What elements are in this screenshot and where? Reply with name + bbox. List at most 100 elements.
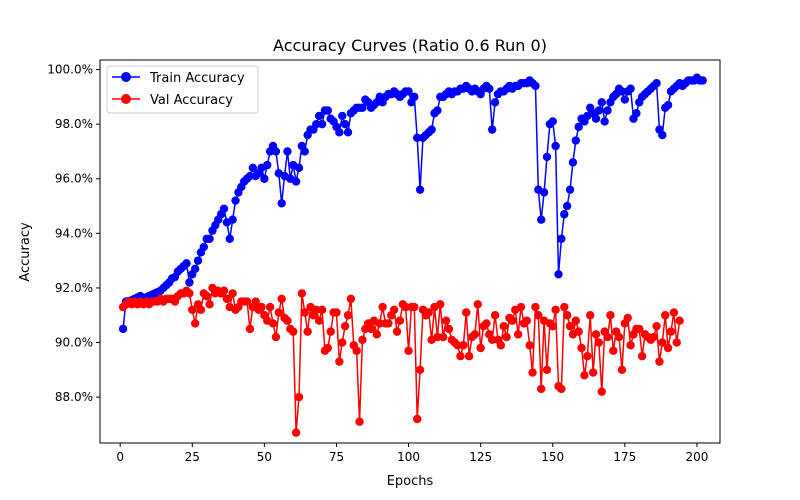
- val-accuracy-point: [358, 335, 367, 345]
- val-accuracy-point: [658, 338, 667, 347]
- legend-train-marker: [121, 72, 131, 82]
- plot-area: [118, 73, 707, 437]
- val-accuracy-point: [473, 300, 482, 309]
- val-accuracy-point: [528, 368, 537, 377]
- train-accuracy-point: [219, 204, 229, 213]
- val-accuracy-point: [548, 321, 557, 331]
- val-accuracy-point: [560, 302, 569, 312]
- val-accuracy-point: [395, 316, 405, 325]
- val-accuracy-point: [482, 319, 491, 328]
- train-accuracy-point: [485, 84, 494, 93]
- train-accuracy-point: [199, 242, 209, 252]
- legend: Train Accuracy Val Accuracy: [106, 65, 259, 114]
- train-accuracy-point: [663, 100, 673, 110]
- train-accuracy-point: [594, 106, 604, 115]
- val-accuracy-point: [271, 332, 281, 342]
- train-accuracy-point: [565, 185, 575, 194]
- x-tick-label: 50: [257, 450, 272, 464]
- x-tick-label: 150: [541, 450, 564, 464]
- val-accuracy-point: [389, 305, 399, 314]
- val-accuracy-point: [312, 305, 321, 314]
- val-accuracy-point: [294, 392, 304, 402]
- val-accuracy-point: [283, 316, 292, 325]
- y-axis-label: Accuracy: [18, 222, 33, 282]
- train-accuracy-point: [554, 270, 563, 279]
- val-accuracy-point: [626, 341, 635, 350]
- val-accuracy-point: [410, 302, 419, 312]
- val-accuracy-point: [666, 327, 676, 336]
- val-accuracy-point: [190, 319, 200, 328]
- val-accuracy-point: [323, 343, 333, 353]
- val-accuracy-point: [534, 311, 543, 320]
- train-accuracy-point: [591, 114, 601, 123]
- val-accuracy-point: [663, 343, 673, 353]
- val-accuracy-point: [378, 302, 387, 312]
- val-accuracy-point: [496, 341, 506, 350]
- val-accuracy-point: [326, 327, 335, 336]
- train-accuracy-point: [652, 79, 661, 88]
- x-tick-label: 100: [397, 450, 420, 464]
- val-accuracy-point: [661, 311, 670, 320]
- val-accuracy-point: [580, 371, 589, 380]
- val-accuracy-point: [508, 316, 517, 325]
- val-accuracy-point: [392, 327, 402, 336]
- train-accuracy-point: [410, 92, 419, 102]
- train-accuracy-point: [698, 76, 707, 85]
- val-accuracy-point: [603, 332, 612, 342]
- train-accuracy-point: [542, 152, 552, 162]
- train-accuracy-point: [574, 122, 583, 132]
- val-accuracy-point: [251, 297, 260, 306]
- legend-box: [106, 65, 259, 114]
- train-accuracy-point: [562, 201, 572, 211]
- train-accuracy-point: [291, 177, 301, 186]
- plot-frame: [99, 59, 721, 444]
- train-accuracy-point: [597, 98, 606, 107]
- y-tick-label: 92.0%: [55, 281, 93, 295]
- val-accuracy-point: [404, 346, 413, 355]
- val-accuracy-point: [490, 311, 500, 320]
- x-tick-label: 175: [613, 450, 636, 464]
- y-tick-label: 94.0%: [55, 226, 93, 240]
- val-accuracy-point: [317, 305, 327, 314]
- val-accuracy-point: [462, 308, 471, 317]
- train-accuracy-point: [185, 278, 194, 287]
- train-accuracy-point: [343, 128, 353, 137]
- val-accuracy-point: [185, 289, 194, 298]
- val-accuracy-point: [459, 341, 468, 350]
- train-accuracy-point: [632, 109, 641, 118]
- train-accuracy-point: [335, 128, 344, 137]
- train-accuracy-point: [415, 185, 425, 194]
- val-accuracy-point: [531, 302, 540, 312]
- val-accuracy-point: [335, 357, 344, 366]
- train-accuracy-point: [626, 84, 635, 93]
- val-accuracy-point: [565, 321, 575, 331]
- y-tick-label: 96.0%: [55, 172, 93, 186]
- val-accuracy-point: [525, 341, 534, 350]
- x-tick-label: 0: [116, 450, 124, 464]
- x-tick-label: 200: [685, 450, 708, 464]
- val-accuracy-point: [669, 308, 679, 317]
- val-accuracy-point: [637, 351, 647, 361]
- train-accuracy-point: [551, 141, 560, 151]
- train-accuracy-point: [490, 98, 500, 107]
- train-accuracy-point: [531, 81, 540, 91]
- train-accuracy-point: [539, 188, 549, 197]
- val-accuracy-point: [300, 308, 309, 317]
- val-accuracy-point: [516, 302, 526, 312]
- train-accuracy-point: [228, 215, 237, 224]
- y-tick-label: 100.0%: [47, 63, 93, 77]
- val-accuracy-point: [257, 302, 266, 312]
- train-accuracy-point: [603, 106, 612, 115]
- train-accuracy-point: [231, 196, 240, 205]
- val-accuracy-point: [635, 324, 644, 334]
- legend-train-label: Train Accuracy: [149, 71, 245, 86]
- val-accuracy-point: [346, 294, 356, 304]
- val-accuracy-point: [274, 308, 283, 317]
- val-accuracy-point: [433, 332, 442, 342]
- val-accuracy-point: [338, 338, 347, 347]
- val-accuracy-point: [652, 321, 661, 331]
- val-accuracy-point: [649, 332, 658, 342]
- train-accuracy-point: [404, 87, 413, 96]
- train-accuracy-point: [283, 147, 292, 156]
